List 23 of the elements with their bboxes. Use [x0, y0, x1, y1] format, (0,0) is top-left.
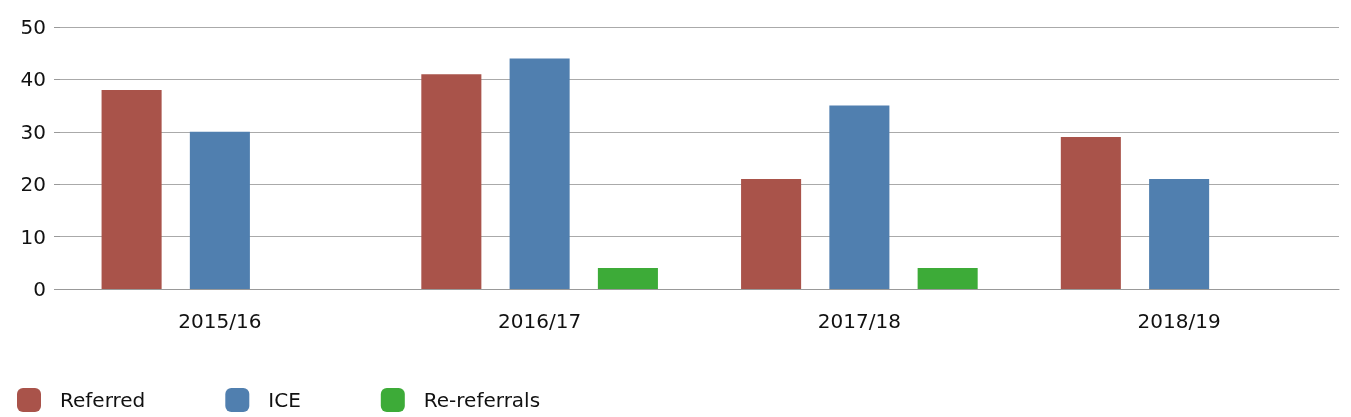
x-tick-label: 2018/19 — [1137, 309, 1221, 333]
y-tick-label: 50 — [20, 15, 46, 39]
x-tick-label: 2017/18 — [817, 309, 901, 333]
bar — [509, 58, 570, 289]
bar — [917, 268, 978, 289]
bar — [741, 178, 802, 289]
bar — [597, 268, 658, 289]
x-tick-label: 2016/17 — [498, 309, 582, 333]
y-tick-label: 0 — [33, 277, 46, 301]
bar — [829, 105, 890, 289]
bar — [189, 131, 250, 289]
legend-label: ICE — [268, 388, 301, 412]
y-tick-label: 20 — [20, 172, 46, 197]
bar — [101, 89, 162, 289]
x-tick-label: 2015/16 — [178, 309, 262, 333]
y-tick-label: 40 — [20, 67, 46, 92]
bar — [1060, 137, 1121, 289]
legend-label: Re-referrals — [423, 388, 541, 412]
y-tick-label: 10 — [20, 224, 46, 249]
y-tick-label: 30 — [20, 119, 46, 144]
legend-label: Referred — [60, 388, 146, 412]
bar — [421, 74, 482, 289]
bar — [1149, 178, 1210, 289]
